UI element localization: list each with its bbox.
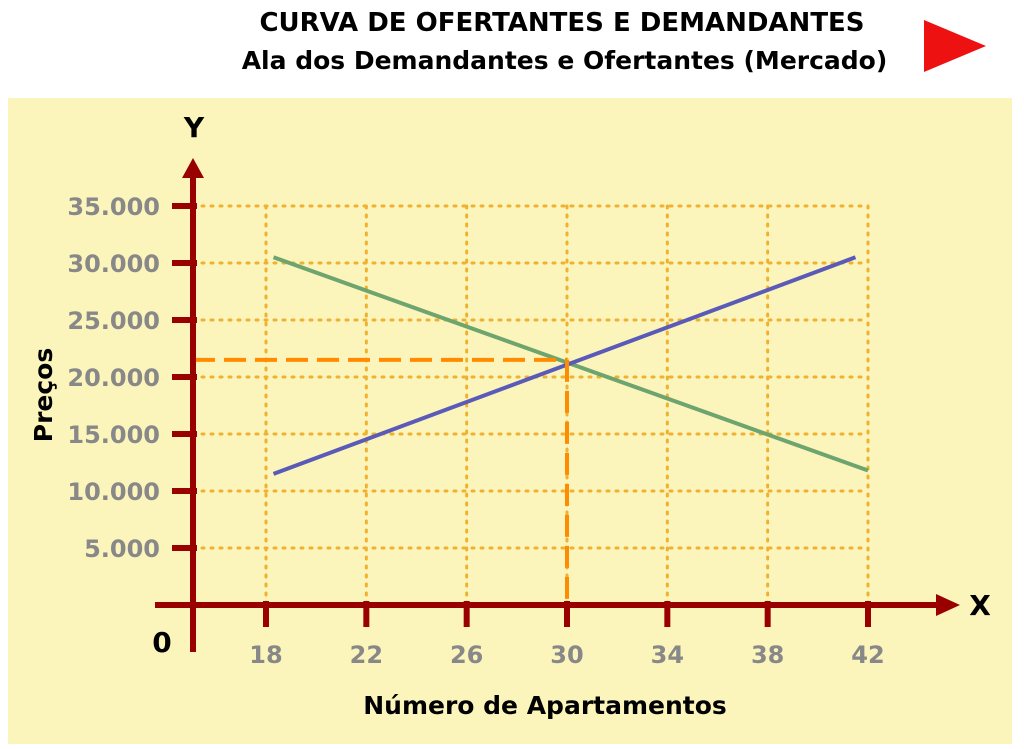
x-tick-label: 18 [249,641,282,669]
series-group [272,255,869,476]
y-axis-title: Preços [29,348,58,442]
y-tick-label: 25.000 [67,307,160,335]
x-tick-label: 34 [651,641,684,669]
axes [155,158,960,652]
x-tick-label: 22 [350,641,383,669]
chart-subtitle: Ala dos Demandantes e Ofertantes (Mercad… [241,46,888,75]
x-tick-label: 26 [450,641,483,669]
x-axis-arrow [936,594,960,616]
y-tick-label: 35.000 [67,193,160,221]
y-tick-label: 20.000 [67,364,160,392]
x-axis-letter: X [969,589,991,622]
y-tick-label: 5.000 [84,535,160,563]
y-axis-letter: Y [183,111,205,144]
play-arrow-icon [924,20,986,72]
next-slide-button[interactable] [920,18,988,78]
chart-title: CURVA DE OFERTANTES E DEMANDANTES [259,8,865,38]
origin-label: 0 [152,626,171,659]
equilibrium-guides [193,357,569,605]
x-axis-title: Número de Apartamentos [363,691,727,720]
x-tick-label: 30 [550,641,583,669]
y-tick-label: 15.000 [67,421,160,449]
y-tick-label: 10.000 [67,478,160,506]
y-axis-arrow [182,158,204,178]
tick-labels: 18 22 26 30 34 38 42 5.000 10.000 15.000 20.000 25.… [67,193,884,669]
x-tick-label: 42 [851,641,884,669]
y-tick-label: 30.000 [67,250,160,278]
x-tick-label: 38 [751,641,784,669]
series-line-2 [272,255,857,476]
